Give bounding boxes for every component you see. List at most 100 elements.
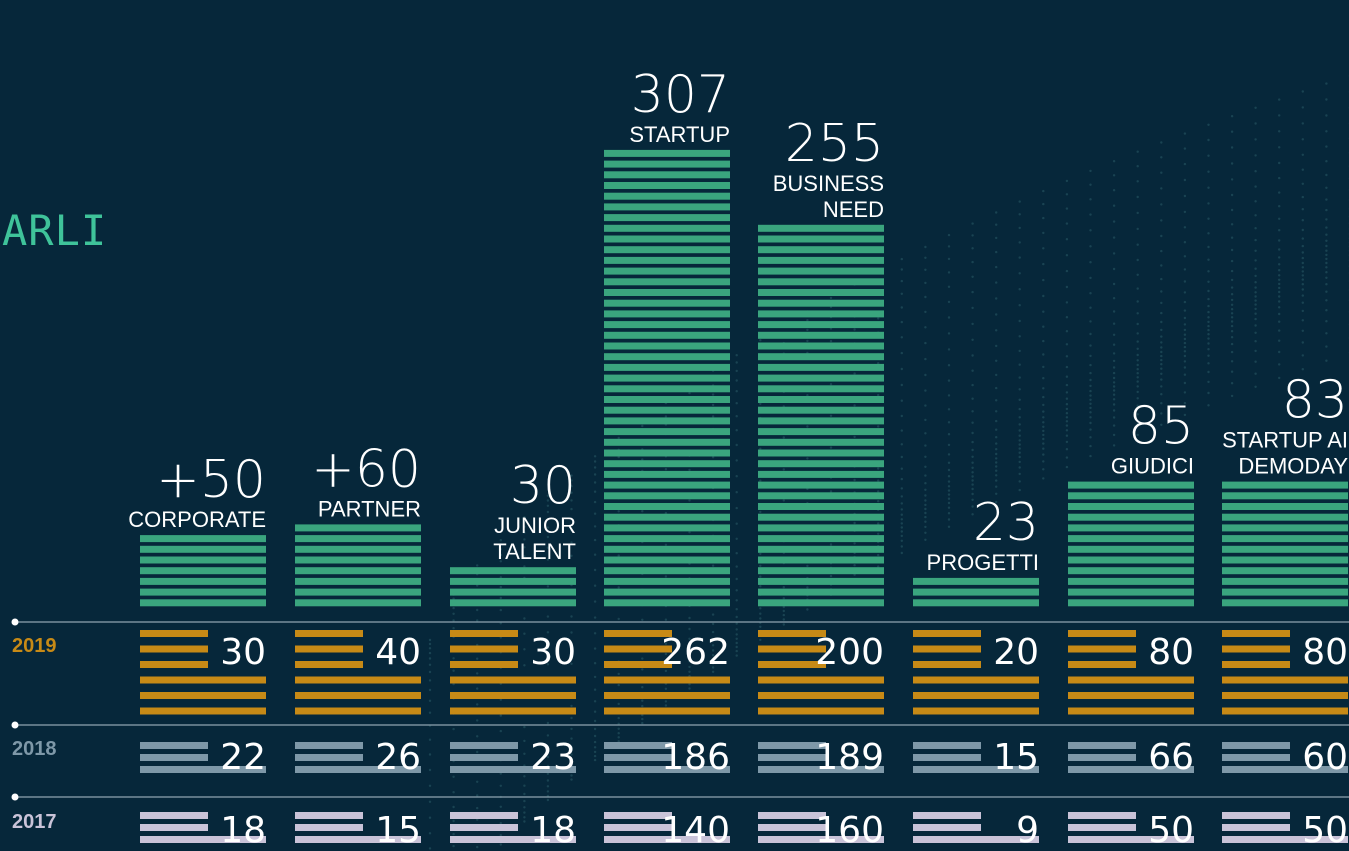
total-bar-stripe [604, 406, 730, 414]
year-bar-stripe [450, 692, 576, 699]
total-bar-stripe [758, 267, 884, 275]
total-bar-stripe [604, 545, 730, 553]
category-total-value: 85 [1128, 397, 1194, 457]
year-bar-stripe [140, 692, 266, 699]
year-label: 2018 [12, 738, 57, 760]
year-bar-stripe [1068, 754, 1136, 761]
total-bar-stripe [604, 267, 730, 275]
total-bar-stripe [604, 278, 730, 286]
total-bar-stripe [604, 321, 730, 329]
total-bar-stripe [758, 599, 884, 607]
year-bar-stripe [604, 766, 730, 773]
total-bar-stripe [140, 588, 266, 596]
total-bar-stripe [295, 577, 421, 585]
total-bar-stripe [604, 556, 730, 564]
year-bar-stripe [1222, 754, 1290, 761]
total-bar-stripe [604, 149, 730, 157]
total-bar-stripe [140, 599, 266, 607]
total-bar-stripe [758, 342, 884, 350]
year-bar-stripe [1222, 676, 1348, 684]
total-bar-stripe [295, 567, 421, 575]
total-bar-stripe [758, 588, 884, 596]
year-bar-stripe [295, 754, 363, 761]
total-bar-stripe [758, 449, 884, 457]
year-bar-stripe [913, 836, 1039, 843]
total-bar-stripe [758, 556, 884, 564]
year-bar-stripe [450, 676, 576, 684]
total-bar-stripe [1222, 567, 1348, 575]
year-bar-stripe [913, 707, 1039, 715]
year-bar-stripe [913, 645, 981, 653]
year-value-label: 40 [375, 632, 421, 673]
year-bar-stripe [295, 692, 421, 699]
total-bar-stripe [758, 470, 884, 478]
year-bar-stripe [450, 630, 518, 637]
category-total-value: +50 [156, 450, 266, 510]
year-value-label: 50 [1302, 810, 1348, 851]
year-bar-stripe [140, 766, 266, 773]
category-label: JUNIOR [494, 513, 576, 538]
year-bar-stripe [140, 676, 266, 684]
total-bar-stripe [604, 363, 730, 371]
total-bar-stripe [758, 492, 884, 500]
year-bar-stripe [1068, 707, 1194, 715]
total-bar-stripe [604, 182, 730, 189]
year-bar-stripe [295, 661, 363, 668]
total-bar-stripe [758, 577, 884, 585]
year-value-label: 26 [375, 737, 421, 778]
year-bar-stripe [758, 754, 826, 761]
year-bar-stripe [450, 661, 518, 668]
category-label: PARTNER [318, 496, 421, 521]
year-value-label: 23 [530, 737, 576, 778]
year-value-label: 18 [530, 810, 576, 851]
total-bar-stripe [758, 396, 884, 403]
year-bar-stripe [758, 692, 884, 699]
year-bar-stripe [1068, 645, 1136, 653]
total-bar-stripe [758, 503, 884, 510]
total-bar-stripe [604, 385, 730, 393]
year-value-label: 15 [375, 810, 421, 851]
total-bar-stripe [140, 545, 266, 553]
year-bar-stripe [913, 824, 981, 831]
year-bar-stripe [295, 630, 363, 637]
total-bar-stripe [758, 224, 884, 232]
category-label: STARTUP [629, 122, 730, 147]
year-bar-stripe [604, 692, 730, 699]
total-bar-stripe [758, 278, 884, 286]
year-bar-stripe [140, 836, 266, 843]
total-bar-stripe [604, 599, 730, 607]
total-bar-stripe [604, 535, 730, 543]
total-bar-stripe [604, 567, 730, 575]
year-bar-stripe [758, 676, 884, 684]
year-bar-stripe [604, 661, 672, 668]
year-bar-stripe [295, 836, 421, 843]
year-bar-stripe [450, 754, 518, 761]
total-bar-stripe [758, 374, 884, 382]
year-value-label: 30 [220, 632, 266, 673]
year-bar-stripe [450, 645, 518, 653]
year-bar-stripe [295, 645, 363, 653]
total-bar-stripe [1222, 535, 1348, 543]
total-bar-stripe [604, 331, 730, 339]
row-marker-dot [11, 793, 19, 801]
total-bar-stripe [604, 438, 730, 446]
total-bar-stripe [1222, 545, 1348, 553]
year-bar-stripe [140, 707, 266, 715]
total-bar-stripe [1068, 588, 1194, 596]
year-value-label: 50 [1148, 810, 1194, 851]
total-bar-stripe [1068, 481, 1194, 489]
total-bar-stripe [1222, 577, 1348, 585]
year-bar-stripe [604, 824, 672, 831]
total-bar-stripe [913, 599, 1039, 607]
total-bar-stripe [604, 460, 730, 468]
year-bar-stripe [1222, 812, 1290, 819]
total-bar-stripe [140, 567, 266, 575]
total-bar-stripe [758, 428, 884, 436]
year-bar-stripe [604, 754, 672, 761]
total-bar-stripe [140, 577, 266, 585]
total-bar-stripe [295, 588, 421, 596]
total-bar-stripe [604, 171, 730, 179]
total-bar-stripe [1222, 556, 1348, 564]
total-bar-stripe [604, 299, 730, 307]
total-bar-stripe [758, 289, 884, 296]
